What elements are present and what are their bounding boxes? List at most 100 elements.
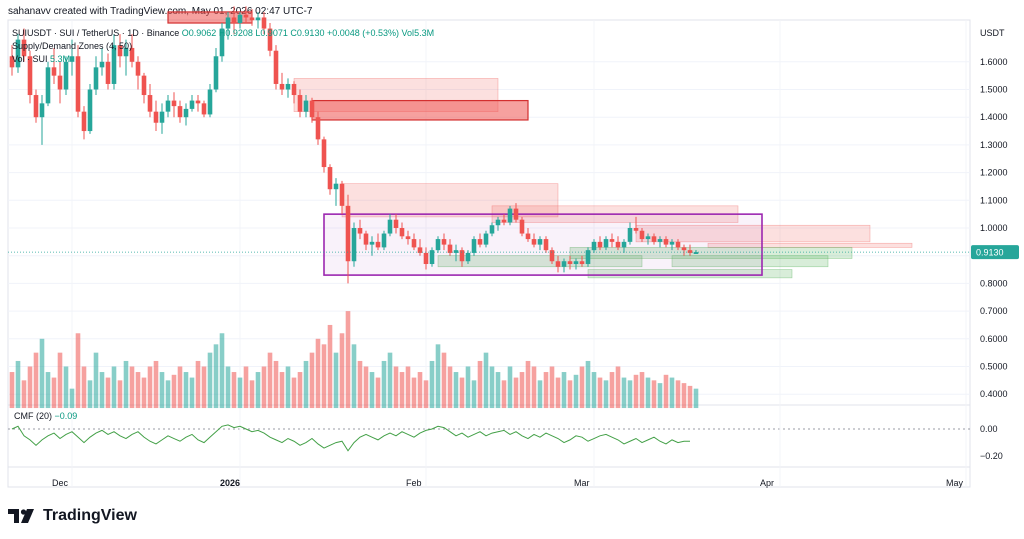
candle-body (471, 239, 477, 253)
cmf-name: CMF (20) (14, 411, 52, 421)
cmf-axis: 0.00 −0.20 (980, 424, 1003, 461)
candle-body (93, 67, 99, 90)
time-tick-label: Mar (574, 478, 590, 488)
candle-body (387, 219, 393, 234)
volume-bar (393, 366, 399, 409)
l-value: 0.9071 (260, 28, 288, 38)
last-price-tag (971, 245, 1019, 260)
candle-body (693, 252, 699, 254)
volume-bar (435, 344, 441, 409)
volume-bar (141, 377, 147, 409)
supply-demand-zones (167, 11, 913, 279)
volume-bar (585, 360, 591, 409)
volume-bar (567, 380, 573, 409)
candle-body (507, 208, 513, 223)
supply-zone (311, 99, 529, 121)
tradingview-logo[interactable]: TradingView (8, 507, 137, 525)
candle-body (465, 252, 471, 262)
candle-body (537, 239, 543, 245)
volume-bar (315, 338, 321, 409)
candle-body (525, 233, 531, 240)
volume-bar (327, 324, 333, 409)
symbol-legend[interactable]: SUIUSDT · SUI / TetherUS · 1D · Binance … (12, 28, 434, 38)
volume-bar (189, 377, 195, 409)
price-tick-label: 0.6000 (980, 334, 1008, 344)
plot-frame (7, 19, 971, 488)
volume-bar (429, 360, 435, 409)
candle-body (231, 17, 237, 24)
time-tick-label: Apr (760, 478, 774, 488)
candle-body (603, 239, 609, 248)
volume-bar (309, 352, 315, 409)
cmf-tick-label: 0.00 (980, 424, 998, 434)
volume-bar (363, 366, 369, 409)
candle-body (651, 236, 657, 242)
volume-bar (21, 380, 27, 409)
volume-bar (93, 352, 99, 409)
candle-body (639, 230, 645, 240)
volume-bar (123, 360, 129, 409)
volume-bar (627, 380, 633, 409)
candle-body (183, 108, 189, 118)
volume-bar (267, 352, 273, 409)
tradingview-logo-icon (8, 509, 34, 523)
candle-body (663, 239, 669, 245)
candle-body (285, 83, 291, 90)
indicator-legend-zones[interactable]: Supply/Demand Zones (4, 50) (12, 41, 132, 51)
candle-body (645, 236, 651, 240)
volume-bar (159, 372, 165, 409)
price-tick-label: 0.4000 (980, 389, 1008, 399)
zones-indicator-name: Supply/Demand Zones (4, 50) (12, 41, 133, 51)
volume-bar (621, 377, 627, 409)
h-value: 0.9208 (225, 28, 253, 38)
candle-body (177, 106, 183, 118)
volume-bar (261, 366, 267, 409)
candle-body (417, 247, 423, 253)
volume-bar (207, 352, 213, 409)
volume-bar (555, 377, 561, 409)
candle-body (351, 228, 357, 262)
volume-bar (615, 366, 621, 409)
volume-bar (111, 366, 117, 409)
volume-bar (591, 372, 597, 409)
time-tick-label: 2026 (220, 478, 240, 488)
candle-body (627, 228, 633, 242)
candle-body (75, 56, 81, 112)
symbol-title: SUIUSDT · SUI / TetherUS · 1D · Binance (12, 28, 180, 38)
volume-bar (213, 344, 219, 409)
volume-bar (273, 360, 279, 409)
volume-bar (51, 377, 57, 409)
candle-body (579, 261, 585, 265)
candle-body (135, 61, 141, 76)
candle-body (345, 205, 351, 262)
volume-bar (177, 366, 183, 409)
candle-body (153, 111, 159, 123)
candle-body (441, 239, 447, 245)
candle-body (69, 56, 75, 62)
indicator-legend-volume[interactable]: Vol · SUI 5.3M (12, 54, 70, 64)
volume-bar (495, 372, 501, 409)
candle-body (447, 244, 453, 253)
candle-body (429, 250, 435, 265)
volume-bar (465, 366, 471, 409)
volume-bar (453, 372, 459, 409)
volume-bar (243, 366, 249, 409)
candle-body (171, 100, 177, 107)
candle-body (117, 45, 123, 57)
l-label: L (255, 28, 261, 38)
cmf-legend[interactable]: CMF (20) −0.09 (14, 411, 77, 421)
volume-bar (321, 344, 327, 409)
h-label: H (218, 28, 226, 38)
volume-bar (99, 372, 105, 409)
volume-bar (33, 352, 39, 409)
volume-bar (681, 383, 687, 409)
candle-body (219, 28, 225, 57)
volume-bar (399, 372, 405, 409)
candle-body (33, 95, 39, 118)
volume-bar (531, 366, 537, 409)
candle-body (531, 239, 537, 245)
candle-body (501, 219, 507, 223)
volume-bar (15, 360, 21, 409)
volume-bar (411, 377, 417, 409)
